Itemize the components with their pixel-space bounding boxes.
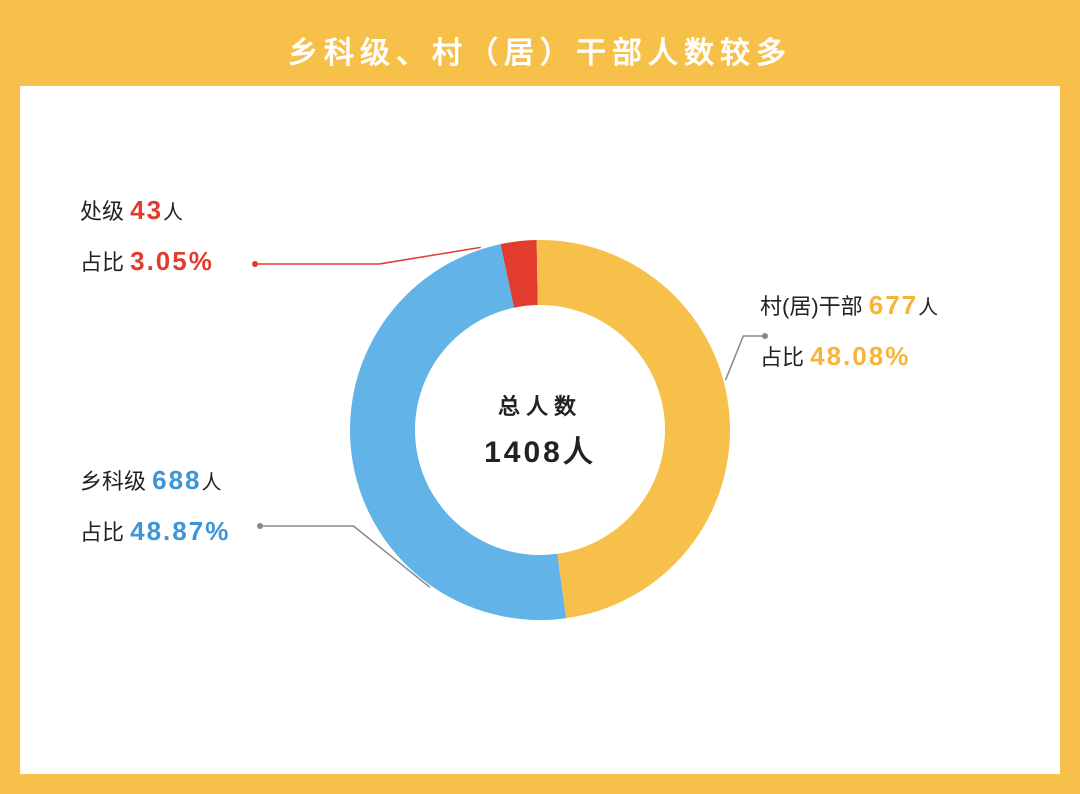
callout-chuji: 处级 43人占比 3.05% <box>80 186 214 287</box>
callout-cunju: 村(居)干部 677人占比 48.08% <box>760 281 938 382</box>
page-title: 乡科级、村（居）干部人数较多 <box>0 0 1080 72</box>
infographic-frame: 乡科级、村（居）干部人数较多 总人数 1408人 处级 43人占比 3.05% 村… <box>0 0 1080 794</box>
center-value: 1408人 <box>484 427 596 471</box>
donut-chart: 总人数 1408人 处级 43人占比 3.05% 村(居)干部 677人占比 48… <box>20 86 1060 774</box>
donut-center-label: 总人数 1408人 <box>484 389 596 471</box>
callout-xiangke: 乡科级 688人占比 48.87% <box>80 456 230 557</box>
center-title: 总人数 <box>484 389 596 421</box>
leader-line-chuji <box>255 247 481 264</box>
chart-card: 总人数 1408人 处级 43人占比 3.05% 村(居)干部 677人占比 48… <box>20 86 1060 774</box>
